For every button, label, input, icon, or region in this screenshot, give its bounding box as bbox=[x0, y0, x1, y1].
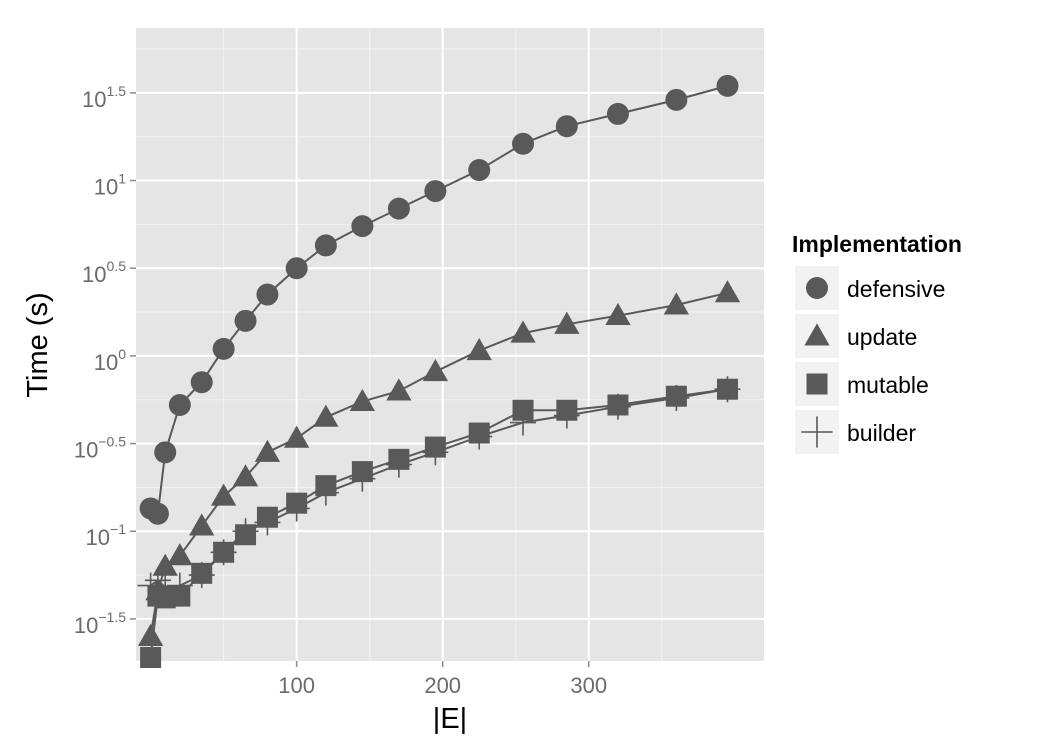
series-layer bbox=[137, 74, 741, 668]
data-point-builder bbox=[553, 402, 580, 429]
data-point-builder bbox=[604, 393, 631, 420]
legend-key-defensive bbox=[806, 277, 828, 299]
data-point-builder bbox=[137, 572, 164, 599]
legend-label-mutable: mutable bbox=[847, 372, 929, 398]
data-point-defensive bbox=[555, 115, 578, 138]
data-point-builder bbox=[166, 572, 193, 599]
legend-key-builder bbox=[801, 416, 833, 448]
data-point-update bbox=[714, 280, 741, 303]
legend-key-mutable bbox=[806, 373, 828, 395]
data-point-defensive bbox=[190, 371, 213, 394]
data-point-update bbox=[605, 302, 631, 326]
data-point-update bbox=[510, 320, 536, 343]
data-point-defensive bbox=[512, 132, 535, 155]
legend-key-update bbox=[804, 323, 830, 346]
x-tick-label: 200 bbox=[424, 673, 461, 698]
data-point-builder bbox=[283, 495, 310, 522]
data-point-builder bbox=[312, 479, 339, 506]
y-tick-label: 10−1 bbox=[86, 521, 127, 550]
data-point-builder bbox=[232, 518, 259, 545]
legend: Implementation defensive update mutable bui… bbox=[792, 231, 962, 454]
data-point-update bbox=[422, 359, 449, 382]
y-tick-label: 100.5 bbox=[82, 258, 126, 287]
y-axis-title: Time (s) bbox=[22, 292, 54, 397]
data-point-defensive bbox=[716, 74, 739, 97]
data-point-builder bbox=[510, 409, 537, 436]
data-point-update bbox=[232, 464, 259, 487]
x-tick-label: 300 bbox=[570, 673, 607, 698]
gridlines bbox=[136, 28, 764, 661]
data-point-update bbox=[254, 439, 281, 462]
x-tick-label: 100 bbox=[278, 673, 315, 698]
data-point-defensive bbox=[424, 180, 447, 203]
data-point-update bbox=[137, 623, 164, 646]
data-point-defensive bbox=[665, 88, 688, 111]
data-point-builder bbox=[254, 509, 281, 536]
data-point-builder bbox=[210, 539, 237, 566]
data-point-update bbox=[386, 378, 412, 401]
data-point-defensive bbox=[314, 234, 337, 257]
data-point-builder bbox=[714, 376, 741, 403]
data-point-update bbox=[554, 311, 580, 334]
plot-panel bbox=[136, 28, 764, 661]
legend-title: Implementation bbox=[792, 231, 962, 257]
y-tick-label: 100 bbox=[94, 346, 126, 375]
data-point-defensive bbox=[212, 337, 235, 360]
data-point-update bbox=[189, 513, 215, 536]
data-point-defensive bbox=[351, 215, 374, 238]
data-point-defensive bbox=[146, 502, 169, 525]
data-point-defensive bbox=[387, 197, 410, 220]
data-point-builder bbox=[422, 439, 449, 466]
data-point-builder bbox=[663, 384, 690, 411]
data-point-update bbox=[349, 388, 376, 411]
data-point-mutable bbox=[140, 646, 162, 668]
data-point-defensive bbox=[285, 257, 308, 280]
data-point-defensive bbox=[234, 309, 257, 332]
data-point-defensive bbox=[154, 441, 177, 464]
data-point-update bbox=[313, 404, 339, 427]
data-point-builder bbox=[152, 574, 179, 601]
data-point-update bbox=[167, 543, 193, 566]
data-point-update bbox=[210, 483, 237, 506]
data-point-update bbox=[663, 292, 690, 315]
y-tick-label: 101.5 bbox=[82, 83, 126, 112]
data-point-update bbox=[284, 425, 310, 448]
legend-label-defensive: defensive bbox=[847, 276, 945, 302]
y-tick-label: 10−0.5 bbox=[74, 434, 126, 463]
data-point-defensive bbox=[468, 159, 491, 182]
y-tick-label: 101 bbox=[94, 171, 126, 200]
data-point-builder bbox=[349, 465, 376, 492]
data-point-update bbox=[466, 337, 492, 361]
x-axis-title: |E| bbox=[433, 703, 467, 735]
data-point-builder bbox=[385, 451, 412, 478]
legend-label-update: update bbox=[847, 324, 917, 350]
data-point-defensive bbox=[256, 283, 279, 306]
data-point-defensive bbox=[168, 393, 191, 416]
legend-label-builder: builder bbox=[847, 420, 916, 446]
axes: 100 200 300 10−1.5 10−1 10−0.5 100 100.5 101 101.… bbox=[74, 83, 607, 698]
data-point-builder bbox=[144, 567, 171, 594]
data-point-builder bbox=[466, 423, 493, 450]
data-point-defensive bbox=[606, 102, 629, 125]
y-tick-label: 10−1.5 bbox=[74, 609, 126, 638]
data-point-update bbox=[152, 553, 178, 576]
data-point-builder bbox=[188, 562, 215, 589]
